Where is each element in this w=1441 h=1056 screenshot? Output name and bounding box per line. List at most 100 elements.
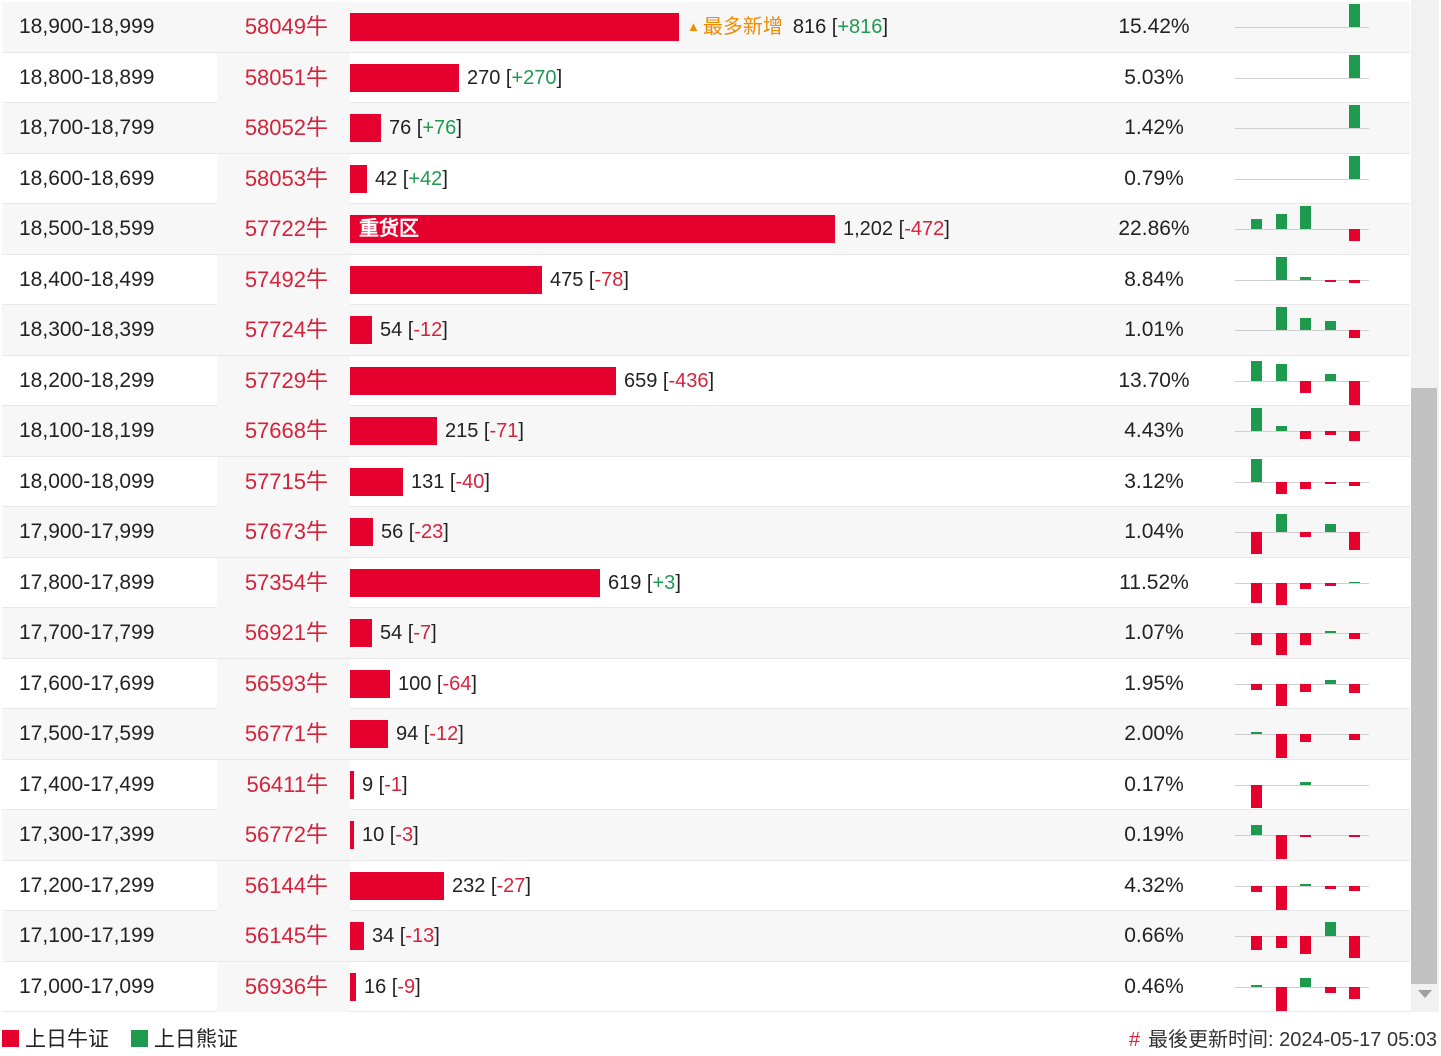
table-row[interactable]: 18,500-18,599 57722牛 重货区 1,202 [-472] 22.86% — [2, 204, 1410, 255]
sparkline-bar — [1324, 631, 1336, 633]
quantity-number: 16 — [364, 975, 387, 998]
percentage: 3.12% — [1124, 469, 1184, 493]
table-row[interactable]: 17,300-17,399 56772牛 10 [-3] 0.19% — [2, 810, 1410, 861]
contract-code-link[interactable]: 57722牛 — [244, 216, 328, 241]
table-row[interactable]: 17,500-17,599 56771牛 94 [-12] 2.00% — [2, 709, 1410, 760]
quantity-value: 131 [-40] — [411, 470, 490, 493]
quantity-value: 9 [-1] — [362, 773, 408, 796]
quantity-number: 42 — [375, 167, 398, 190]
table-row[interactable]: 17,100-17,199 56145牛 34 [-13] 0.66% — [2, 911, 1410, 962]
price-range: 17,700-17,799 — [19, 621, 155, 644]
percentage: 15.42% — [1118, 15, 1190, 38]
bull-swatch-icon — [2, 1030, 19, 1047]
sparkline-baseline — [1235, 784, 1369, 786]
contract-code-link[interactable]: 56772牛 — [244, 822, 328, 847]
contract-code-link[interactable]: 58051牛 — [244, 64, 328, 90]
quantity-number: 816 — [792, 16, 827, 38]
contract-code-link[interactable]: 58052牛 — [244, 115, 328, 140]
quantity-number: 54 — [380, 319, 403, 341]
percentage: 5.03% — [1124, 65, 1184, 89]
contract-code-link[interactable]: 57354牛 — [244, 569, 328, 595]
contract-code-link[interactable]: 57673牛 — [244, 519, 328, 544]
table-row[interactable]: 18,000-18,099 57715牛 131 [-40] 3.12% — [2, 456, 1410, 507]
table-row[interactable]: 18,100-18,199 57668牛 215 [-71] 4.43% — [2, 406, 1410, 457]
quantity-bar-cell: 42 [+42] — [350, 154, 1110, 204]
quantity-value: ▲ 最多新增 816 [+816] — [687, 16, 888, 38]
table-row[interactable]: 18,900-18,999 58049牛 ▲ 最多新增 816 [+816] 15.42% — [2, 2, 1410, 53]
contract-code-link[interactable]: 58049牛 — [244, 14, 328, 39]
table-row[interactable]: 17,900-17,999 57673牛 56 [-23] 1.04% — [2, 507, 1410, 558]
sparkline-baseline — [1235, 178, 1369, 180]
code-cell: 58049牛 — [217, 2, 350, 52]
contract-code-link[interactable]: 57492牛 — [244, 266, 328, 292]
history-sparkline — [1235, 53, 1369, 103]
contract-code-link[interactable]: 56771牛 — [244, 721, 328, 746]
table-row[interactable]: 18,600-18,699 58053牛 42 [+42] 0.79% — [2, 153, 1410, 204]
table-row[interactable]: 17,700-17,799 56921牛 54 [-7] 1.07% — [2, 608, 1410, 659]
table-row[interactable]: 18,400-18,499 57492牛 475 [-78] 8.84% — [2, 254, 1410, 305]
history-sparkline — [1235, 2, 1369, 52]
table-row[interactable]: 18,700-18,799 58052牛 76 [+76] 1.42% — [2, 103, 1410, 154]
table-row[interactable]: 17,600-17,699 56593牛 100 [-64] 1.95% — [2, 658, 1410, 709]
contract-code-link[interactable]: 57724牛 — [244, 317, 328, 342]
legend-bear: 上日熊证 — [130, 1028, 238, 1051]
contract-code-link[interactable]: 57715牛 — [244, 468, 328, 494]
sparkline-bar — [1300, 582, 1311, 589]
sparkline-bar — [1275, 582, 1287, 605]
table-row[interactable]: 17,800-17,899 57354牛 619 [+3] 11.52% — [2, 557, 1410, 608]
quantity-bar — [350, 13, 679, 41]
history-sparkline — [1235, 558, 1369, 608]
sparkline-bar — [1300, 683, 1311, 692]
scrollbar-thumb[interactable] — [1411, 388, 1437, 984]
percentage: 1.42% — [1124, 116, 1184, 139]
contract-code-link[interactable]: 56593牛 — [244, 670, 328, 696]
contract-code-link[interactable]: 58053牛 — [244, 165, 328, 191]
quantity-bar-cell: 56 [-23] — [350, 507, 1110, 557]
contract-code-link[interactable]: 56921牛 — [244, 620, 328, 645]
contract-code-link[interactable]: 56411牛 — [246, 771, 328, 797]
scroll-down-arrow-icon[interactable] — [1418, 990, 1432, 998]
quantity-number: 270 — [467, 66, 501, 89]
history-sparkline — [1235, 457, 1369, 507]
quantity-number: 54 — [380, 622, 403, 644]
sparkline-bar — [1251, 984, 1262, 987]
contract-code-link[interactable]: 56936牛 — [244, 973, 328, 999]
code-cell: 58051牛 — [217, 52, 350, 103]
quantity-change: -40 — [455, 470, 485, 493]
sparkline-baseline — [1235, 128, 1369, 129]
history-sparkline — [1235, 204, 1369, 254]
vertical-scrollbar[interactable] — [1411, 0, 1439, 1012]
code-cell: 57354牛 — [217, 557, 350, 608]
percentage: 22.86% — [1118, 217, 1190, 240]
price-range: 17,600-17,699 — [19, 671, 155, 695]
table-row[interactable]: 18,300-18,399 57724牛 54 [-12] 1.01% — [2, 305, 1410, 356]
contract-code-link[interactable]: 57668牛 — [244, 418, 328, 443]
quantity-bar-cell: 232 [-27] — [350, 861, 1110, 911]
quantity-value: 1,202 [-472] — [843, 218, 950, 240]
table-row[interactable]: 18,800-18,899 58051牛 270 [+270] 5.03% — [2, 52, 1410, 103]
quantity-bar-cell: 54 [-12] — [350, 305, 1110, 355]
quantity-bar — [350, 922, 364, 950]
quantity-change: -436 — [668, 369, 709, 392]
quantity-bar — [350, 114, 381, 142]
quantity-number: 9 — [362, 773, 374, 796]
quantity-change: -27 — [496, 874, 526, 897]
table-row[interactable]: 17,000-17,099 56936牛 16 [-9] 0.46% — [2, 961, 1410, 1012]
quantity-bar — [350, 316, 372, 344]
quantity-bar-cell: 重货区 1,202 [-472] — [350, 204, 1110, 254]
contract-code-link[interactable]: 56144牛 — [244, 872, 328, 898]
price-range: 18,400-18,499 — [19, 267, 155, 291]
quantity-bar-cell: ▲ 最多新增 816 [+816] — [350, 2, 1110, 52]
contract-code-link[interactable]: 57729牛 — [244, 367, 328, 393]
sparkline-bar — [1349, 155, 1360, 179]
code-cell: 58053牛 — [217, 153, 350, 204]
history-sparkline — [1235, 103, 1369, 153]
table-row[interactable]: 18,200-18,299 57729牛 659 [-436] 13.70% — [2, 355, 1410, 406]
sparkline-bar — [1349, 279, 1360, 283]
table-row[interactable]: 17,400-17,499 56411牛 9 [-1] 0.17% — [2, 759, 1410, 810]
history-sparkline — [1235, 810, 1369, 860]
contract-code-link[interactable]: 56145牛 — [244, 923, 328, 948]
quantity-bar — [350, 619, 372, 647]
table-row[interactable]: 17,200-17,299 56144牛 232 [-27] 4.32% — [2, 860, 1410, 911]
quantity-value: 10 [-3] — [362, 824, 419, 846]
